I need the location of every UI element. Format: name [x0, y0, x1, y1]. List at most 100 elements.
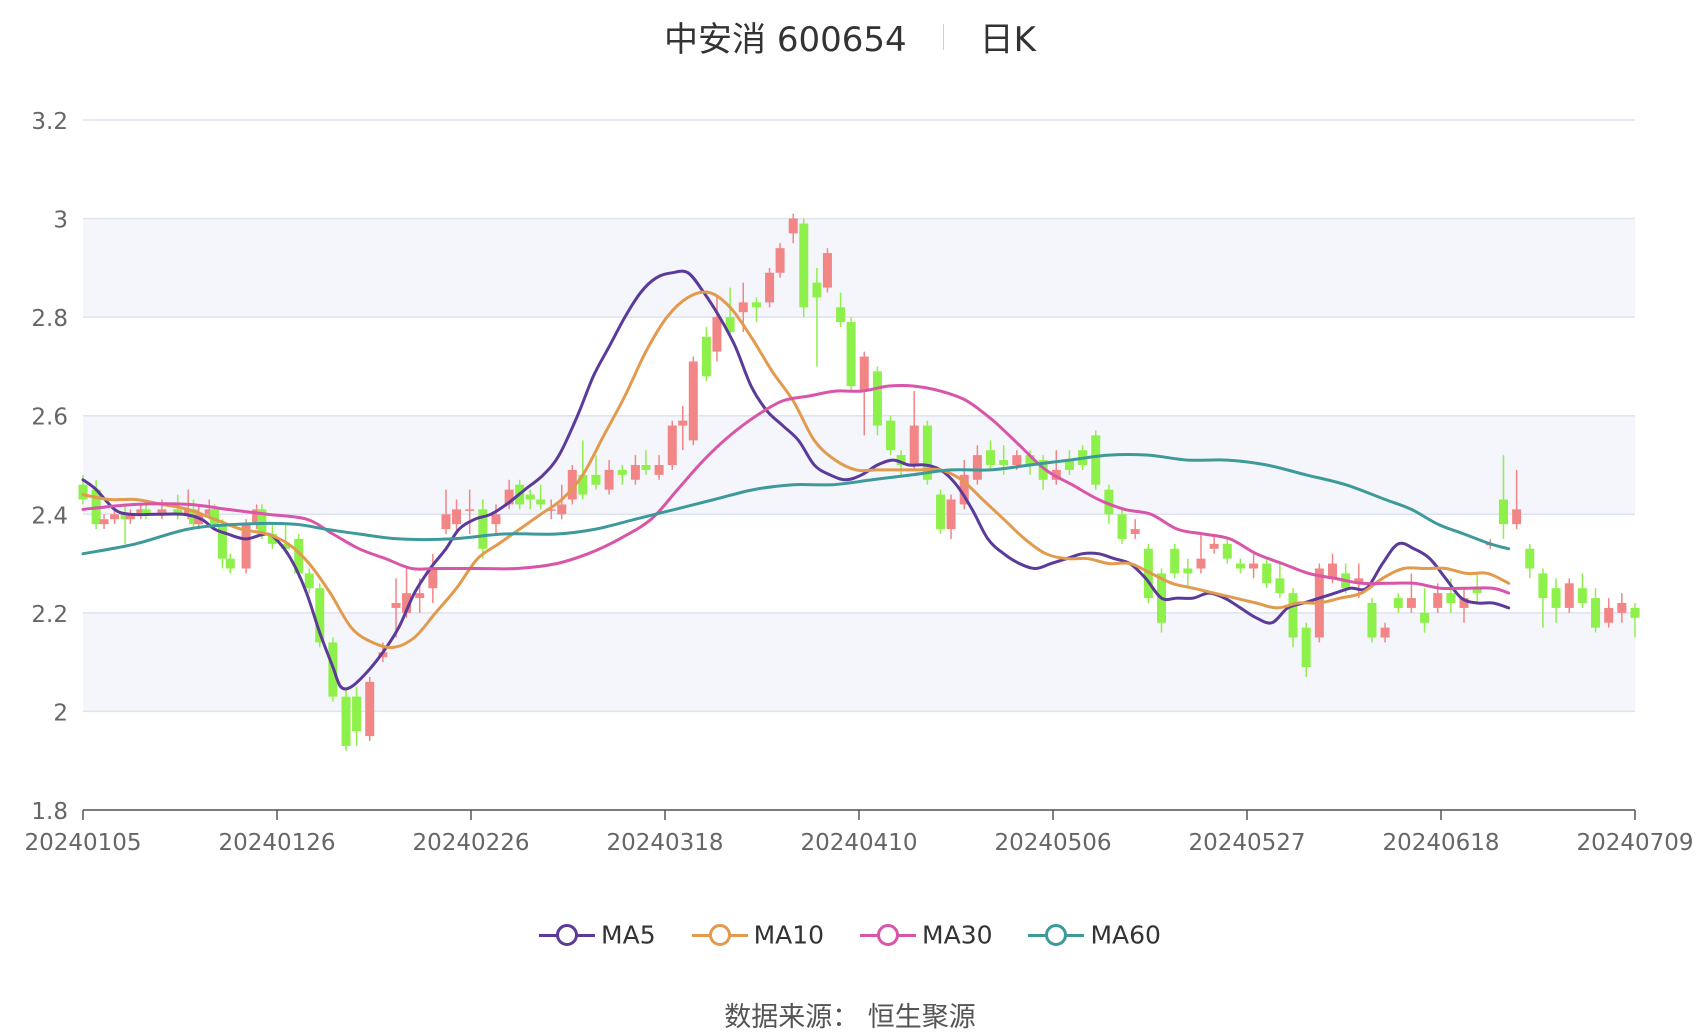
candle	[352, 686, 362, 746]
candle-body	[712, 317, 722, 352]
candle-body	[1591, 598, 1601, 628]
legend-item-ma10[interactable]: MA10	[691, 919, 824, 949]
candle-body	[125, 514, 135, 520]
legend-marker-ma5	[539, 923, 596, 946]
candle	[452, 499, 462, 534]
candle	[391, 578, 401, 638]
candle	[604, 460, 614, 495]
candle-body	[217, 524, 227, 559]
candle	[1604, 598, 1614, 628]
candle-body	[136, 509, 146, 515]
candle-body	[959, 474, 969, 505]
title-separator	[942, 23, 944, 50]
candle	[141, 504, 151, 520]
candle-body	[1249, 563, 1259, 569]
candlestick-chart: 1.822.22.42.62.833.2 20240105 20240126 202…	[24, 109, 1694, 856]
candle-body	[183, 509, 193, 515]
candle-body	[986, 450, 996, 465]
candle-body	[173, 509, 183, 515]
legend-item-ma5[interactable]: MA5	[539, 919, 656, 950]
candle-body	[557, 504, 567, 515]
candle-body	[701, 336, 711, 377]
candle-body	[78, 484, 88, 500]
candle-body	[641, 465, 651, 470]
candle-body	[1091, 435, 1101, 485]
y-tick-label: 2.8	[31, 306, 68, 332]
candle-body	[1170, 548, 1180, 574]
candle-body	[1275, 578, 1285, 594]
candle-body	[1288, 593, 1298, 638]
candle	[1301, 622, 1311, 677]
candle-body	[99, 519, 109, 525]
candle	[120, 504, 130, 544]
candle-body	[617, 469, 627, 475]
candle	[788, 213, 798, 244]
candle-body	[1538, 573, 1548, 599]
candle-body	[751, 302, 761, 308]
candle	[441, 489, 451, 534]
candle	[478, 499, 488, 559]
candle	[1222, 538, 1232, 564]
candle	[1064, 450, 1074, 475]
candle-body	[294, 538, 304, 574]
candle-body	[812, 282, 822, 298]
candle	[525, 489, 535, 510]
candle-body	[546, 509, 556, 511]
candle	[1617, 593, 1627, 623]
candle-body	[536, 499, 546, 505]
candle-body	[1301, 627, 1311, 668]
candle-body	[304, 573, 314, 589]
candle	[225, 553, 235, 574]
candle-body	[402, 593, 412, 613]
candle	[1564, 578, 1574, 613]
candle-body	[922, 425, 932, 480]
legend-item-ma60[interactable]: MA60	[1028, 919, 1161, 949]
candle-body	[1498, 499, 1508, 525]
candle-body	[315, 588, 325, 643]
candle	[641, 450, 651, 475]
candle-body	[578, 474, 588, 495]
candle-body	[972, 455, 982, 480]
legend-item-ma30[interactable]: MA30	[860, 919, 993, 949]
candle	[1538, 568, 1548, 628]
candle	[1117, 509, 1127, 544]
legend-marker-ma10	[691, 923, 748, 946]
candle-body	[225, 558, 235, 569]
x-tick-label: 20240105	[24, 830, 141, 856]
candle	[99, 514, 109, 530]
legend-marker-ma60	[1028, 923, 1085, 946]
legend-label-ma5: MA5	[601, 920, 656, 950]
candle	[946, 494, 956, 539]
candle	[1380, 622, 1390, 643]
x-axis: 20240105 20240126 20240226 20240318 20240410…	[24, 809, 1694, 856]
candle	[1235, 558, 1245, 574]
candle	[428, 553, 438, 603]
candle	[465, 489, 475, 534]
candle	[1367, 598, 1377, 643]
candle-body	[872, 371, 882, 426]
y-tick-label: 3.2	[31, 109, 68, 135]
candle-body	[1525, 548, 1535, 569]
candle-body	[1380, 627, 1390, 638]
y-tick-label: 2.2	[31, 602, 68, 628]
candle	[1420, 588, 1430, 633]
candle-body	[1064, 460, 1074, 470]
candle-body	[210, 509, 220, 525]
candle-body	[775, 248, 785, 273]
candle-body	[846, 322, 856, 387]
candle-body	[567, 469, 577, 500]
x-tick-label: 20240527	[1188, 830, 1305, 856]
legend: MA5 MA10 MA30 MA60	[0, 918, 1700, 949]
candle-body	[725, 317, 735, 332]
candle-body	[241, 524, 251, 569]
candle-body	[1551, 588, 1561, 608]
candle	[241, 519, 251, 574]
candle	[846, 317, 856, 392]
candle-body	[391, 603, 401, 608]
candle	[1354, 563, 1364, 599]
candle-body	[1038, 460, 1048, 480]
candle-body	[452, 509, 462, 525]
candle	[546, 499, 556, 520]
candle-body	[765, 272, 775, 303]
y-tick-label: 2.6	[31, 405, 68, 431]
